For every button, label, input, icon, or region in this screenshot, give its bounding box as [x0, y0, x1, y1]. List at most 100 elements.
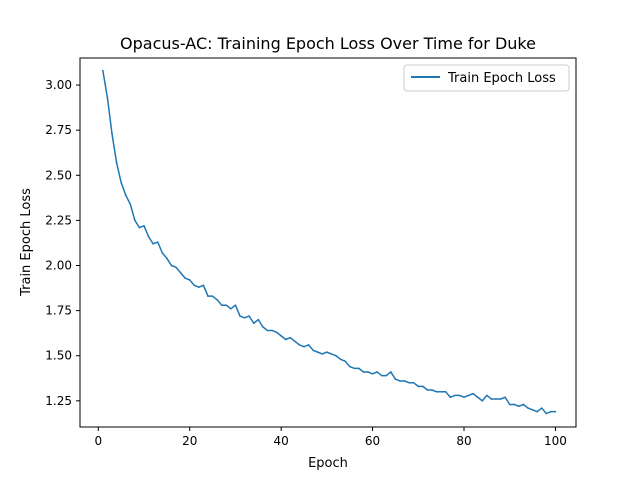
- data-point: [495, 398, 497, 400]
- x-axis-label: Epoch: [308, 456, 348, 471]
- x-tick-label: 80: [456, 434, 471, 448]
- data-point: [225, 304, 228, 307]
- data-point: [362, 371, 365, 373]
- data-point: [275, 331, 278, 334]
- data-point: [508, 403, 511, 406]
- data-point: [440, 391, 442, 393]
- data-point: [408, 381, 410, 384]
- x-tick-label: 100: [544, 434, 567, 448]
- data-point: [490, 398, 493, 400]
- data-point: [499, 398, 502, 400]
- data-point: [179, 271, 182, 274]
- data-point: [316, 351, 319, 353]
- data-point: [147, 235, 150, 238]
- data-point: [216, 298, 218, 301]
- x-tick-label: 20: [182, 434, 197, 448]
- data-point: [476, 396, 479, 399]
- data-point: [175, 266, 177, 269]
- data-point: [298, 344, 301, 346]
- series-points: [102, 69, 557, 415]
- data-point: [106, 96, 109, 99]
- data-point: [294, 340, 296, 343]
- plot-area: [80, 58, 576, 427]
- legend: Train Epoch Loss: [403, 64, 570, 92]
- x-axis: 0 20 40 60 80 100: [94, 427, 567, 448]
- y-axis-label: Train Epoch Loss: [19, 188, 34, 297]
- y-tick-label: 1.75: [45, 304, 72, 318]
- data-point: [522, 403, 525, 406]
- x-tick-label: 0: [94, 434, 102, 448]
- plot-frame: [79, 57, 577, 428]
- data-point: [120, 181, 122, 184]
- data-point: [531, 409, 534, 411]
- data-point: [266, 329, 269, 332]
- data-point: [202, 284, 205, 287]
- data-point: [376, 371, 378, 373]
- data-point: [143, 225, 145, 227]
- chart-title: Opacus-AC: Training Epoch Loss Over Time…: [120, 34, 536, 53]
- data-point: [303, 345, 305, 348]
- data-point: [371, 372, 374, 375]
- data-point: [435, 391, 438, 393]
- data-point: [540, 407, 543, 409]
- data-point: [166, 257, 168, 260]
- data-point: [330, 353, 333, 355]
- data-point: [380, 374, 383, 377]
- data-point: [198, 286, 200, 288]
- data-point: [152, 243, 154, 245]
- data-point: [161, 252, 164, 254]
- data-point: [467, 394, 470, 397]
- data-point: [321, 353, 324, 355]
- data-point: [111, 132, 113, 135]
- data-point: [134, 219, 136, 222]
- data-point: [138, 226, 141, 229]
- data-point: [536, 410, 538, 413]
- data-point: [211, 295, 214, 297]
- data-point: [454, 394, 456, 397]
- data-point: [422, 385, 424, 388]
- data-point: [289, 336, 292, 339]
- data-point: [417, 385, 420, 388]
- y-tick-label: 3.00: [45, 78, 72, 92]
- data-point: [481, 400, 484, 402]
- data-point: [170, 264, 173, 267]
- data-point: [280, 335, 282, 337]
- data-point: [545, 412, 548, 415]
- data-point: [124, 194, 127, 196]
- data-point: [284, 338, 287, 341]
- y-tick-label: 2.00: [45, 259, 72, 273]
- data-point: [156, 241, 159, 243]
- data-point: [234, 304, 237, 307]
- data-point: [248, 315, 250, 317]
- data-point: [399, 380, 401, 382]
- data-point: [513, 403, 516, 406]
- data-point: [243, 317, 246, 319]
- legend-label: Train Epoch Loss: [447, 71, 556, 86]
- x-tick-label: 40: [274, 434, 289, 448]
- data-point: [207, 295, 209, 297]
- data-point: [184, 277, 186, 279]
- y-tick-label: 2.50: [45, 168, 72, 182]
- data-point: [449, 396, 452, 399]
- data-point: [390, 371, 392, 373]
- data-point: [252, 322, 255, 325]
- data-point: [220, 304, 223, 307]
- data-point: [444, 391, 447, 393]
- data-point: [239, 315, 241, 317]
- data-point: [335, 354, 337, 357]
- data-point: [385, 374, 388, 377]
- data-point: [527, 407, 529, 409]
- data-point: [426, 389, 429, 391]
- data-point: [431, 389, 433, 391]
- data-point: [262, 326, 264, 328]
- data-point: [554, 410, 557, 413]
- data-point: [394, 378, 397, 380]
- x-tick-label: 60: [365, 434, 380, 448]
- data-point: [353, 367, 356, 370]
- data-point: [518, 405, 520, 408]
- data-point: [307, 344, 310, 346]
- data-point: [458, 394, 461, 397]
- series-line-train-epoch-loss: [102, 70, 556, 415]
- data-point: [463, 396, 465, 399]
